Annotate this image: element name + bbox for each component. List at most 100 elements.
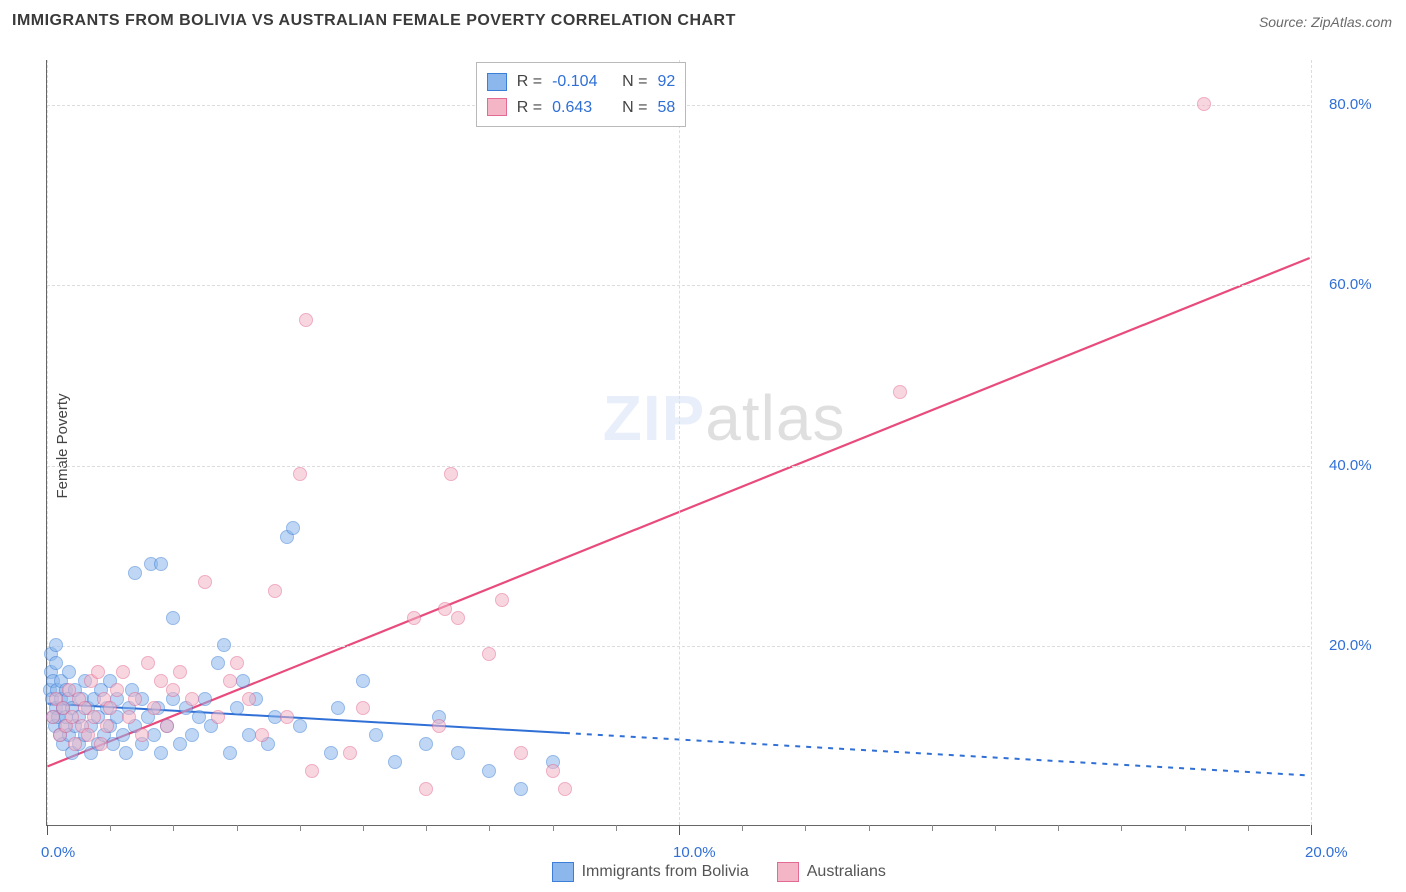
data-point-bolivia bbox=[514, 782, 528, 796]
data-point-bolivia bbox=[166, 611, 180, 625]
data-point-australians bbox=[293, 467, 307, 481]
data-point-australians bbox=[116, 665, 130, 679]
x-tick-minor bbox=[363, 825, 364, 831]
x-tick-minor bbox=[616, 825, 617, 831]
data-point-bolivia bbox=[185, 728, 199, 742]
x-tick-minor bbox=[805, 825, 806, 831]
data-point-bolivia bbox=[369, 728, 383, 742]
data-point-australians bbox=[514, 746, 528, 760]
data-point-australians bbox=[110, 683, 124, 697]
data-point-bolivia bbox=[356, 674, 370, 688]
x-tick-minor bbox=[110, 825, 111, 831]
x-tick-minor bbox=[553, 825, 554, 831]
data-point-australians bbox=[1197, 97, 1211, 111]
data-point-australians bbox=[141, 656, 155, 670]
data-point-australians bbox=[81, 728, 95, 742]
series-legend: Immigrants from Bolivia Australians bbox=[552, 862, 886, 882]
data-point-bolivia bbox=[154, 557, 168, 571]
y-tick-label: 80.0% bbox=[1329, 96, 1372, 113]
data-point-australians bbox=[135, 728, 149, 742]
data-point-australians bbox=[558, 782, 572, 796]
data-point-australians bbox=[495, 593, 509, 607]
data-point-australians bbox=[419, 782, 433, 796]
legend-series-label: Immigrants from Bolivia bbox=[582, 863, 749, 881]
data-point-australians bbox=[356, 701, 370, 715]
trend-line-bolivia-extrapolated bbox=[565, 733, 1310, 775]
x-tick-minor bbox=[742, 825, 743, 831]
data-point-australians bbox=[160, 719, 174, 733]
y-tick-label: 40.0% bbox=[1329, 457, 1372, 474]
x-tick-major bbox=[679, 825, 680, 835]
legend-r-label: R = bbox=[517, 69, 542, 95]
data-point-australians bbox=[444, 467, 458, 481]
data-point-australians bbox=[87, 710, 101, 724]
data-point-bolivia bbox=[388, 755, 402, 769]
gridline-vertical bbox=[1311, 60, 1312, 825]
data-point-bolivia bbox=[211, 656, 225, 670]
x-tick-minor bbox=[869, 825, 870, 831]
data-point-australians bbox=[166, 683, 180, 697]
gridline-vertical bbox=[47, 60, 48, 825]
legend-r-label: R = bbox=[517, 95, 542, 121]
data-point-bolivia bbox=[217, 638, 231, 652]
data-point-bolivia bbox=[482, 764, 496, 778]
data-point-australians bbox=[280, 710, 294, 724]
correlation-legend: R =-0.104N =92R =0.643N =58 bbox=[476, 62, 686, 127]
x-tick-minor bbox=[300, 825, 301, 831]
data-point-australians bbox=[893, 385, 907, 399]
data-point-australians bbox=[91, 665, 105, 679]
data-point-bolivia bbox=[173, 737, 187, 751]
data-point-bolivia bbox=[230, 701, 244, 715]
data-point-australians bbox=[103, 701, 117, 715]
x-tick-minor bbox=[995, 825, 996, 831]
data-point-australians bbox=[343, 746, 357, 760]
y-tick-label: 60.0% bbox=[1329, 276, 1372, 293]
data-point-bolivia bbox=[419, 737, 433, 751]
legend-swatch bbox=[777, 862, 799, 882]
x-tick-label: 0.0% bbox=[41, 844, 75, 861]
data-point-bolivia bbox=[192, 710, 206, 724]
data-point-australians bbox=[94, 737, 108, 751]
data-point-bolivia bbox=[154, 746, 168, 760]
data-point-australians bbox=[438, 602, 452, 616]
data-point-australians bbox=[482, 647, 496, 661]
data-point-bolivia bbox=[451, 746, 465, 760]
x-tick-minor bbox=[1248, 825, 1249, 831]
data-point-bolivia bbox=[198, 692, 212, 706]
source-attribution: Source: ZipAtlas.com bbox=[1259, 14, 1392, 30]
data-point-bolivia bbox=[147, 728, 161, 742]
data-point-australians bbox=[299, 313, 313, 327]
x-tick-minor bbox=[173, 825, 174, 831]
data-point-bolivia bbox=[119, 746, 133, 760]
legend-row: R =-0.104N =92 bbox=[487, 69, 675, 95]
data-point-bolivia bbox=[293, 719, 307, 733]
legend-n-label: N = bbox=[622, 95, 647, 121]
data-point-bolivia bbox=[331, 701, 345, 715]
x-tick-minor bbox=[237, 825, 238, 831]
data-point-australians bbox=[242, 692, 256, 706]
legend-r-value: -0.104 bbox=[552, 69, 612, 95]
x-tick-minor bbox=[426, 825, 427, 831]
data-point-australians bbox=[173, 665, 187, 679]
scatter-plot: ZIPatlas 20.0%40.0%60.0%80.0%0.0%10.0%20… bbox=[46, 60, 1310, 826]
legend-item: Australians bbox=[777, 862, 886, 882]
data-point-australians bbox=[432, 719, 446, 733]
x-tick-minor bbox=[932, 825, 933, 831]
data-point-australians bbox=[305, 764, 319, 778]
data-point-bolivia bbox=[128, 566, 142, 580]
data-point-australians bbox=[68, 737, 82, 751]
legend-n-label: N = bbox=[622, 69, 647, 95]
data-point-australians bbox=[185, 692, 199, 706]
data-point-bolivia bbox=[49, 656, 63, 670]
data-point-bolivia bbox=[116, 728, 130, 742]
data-point-australians bbox=[268, 584, 282, 598]
y-tick-label: 20.0% bbox=[1329, 637, 1372, 654]
data-point-bolivia bbox=[236, 674, 250, 688]
data-point-australians bbox=[154, 674, 168, 688]
x-tick-major bbox=[47, 825, 48, 835]
x-tick-label: 20.0% bbox=[1305, 844, 1348, 861]
data-point-australians bbox=[122, 710, 136, 724]
data-point-bolivia bbox=[223, 746, 237, 760]
data-point-bolivia bbox=[49, 638, 63, 652]
legend-row: R =0.643N =58 bbox=[487, 95, 675, 121]
